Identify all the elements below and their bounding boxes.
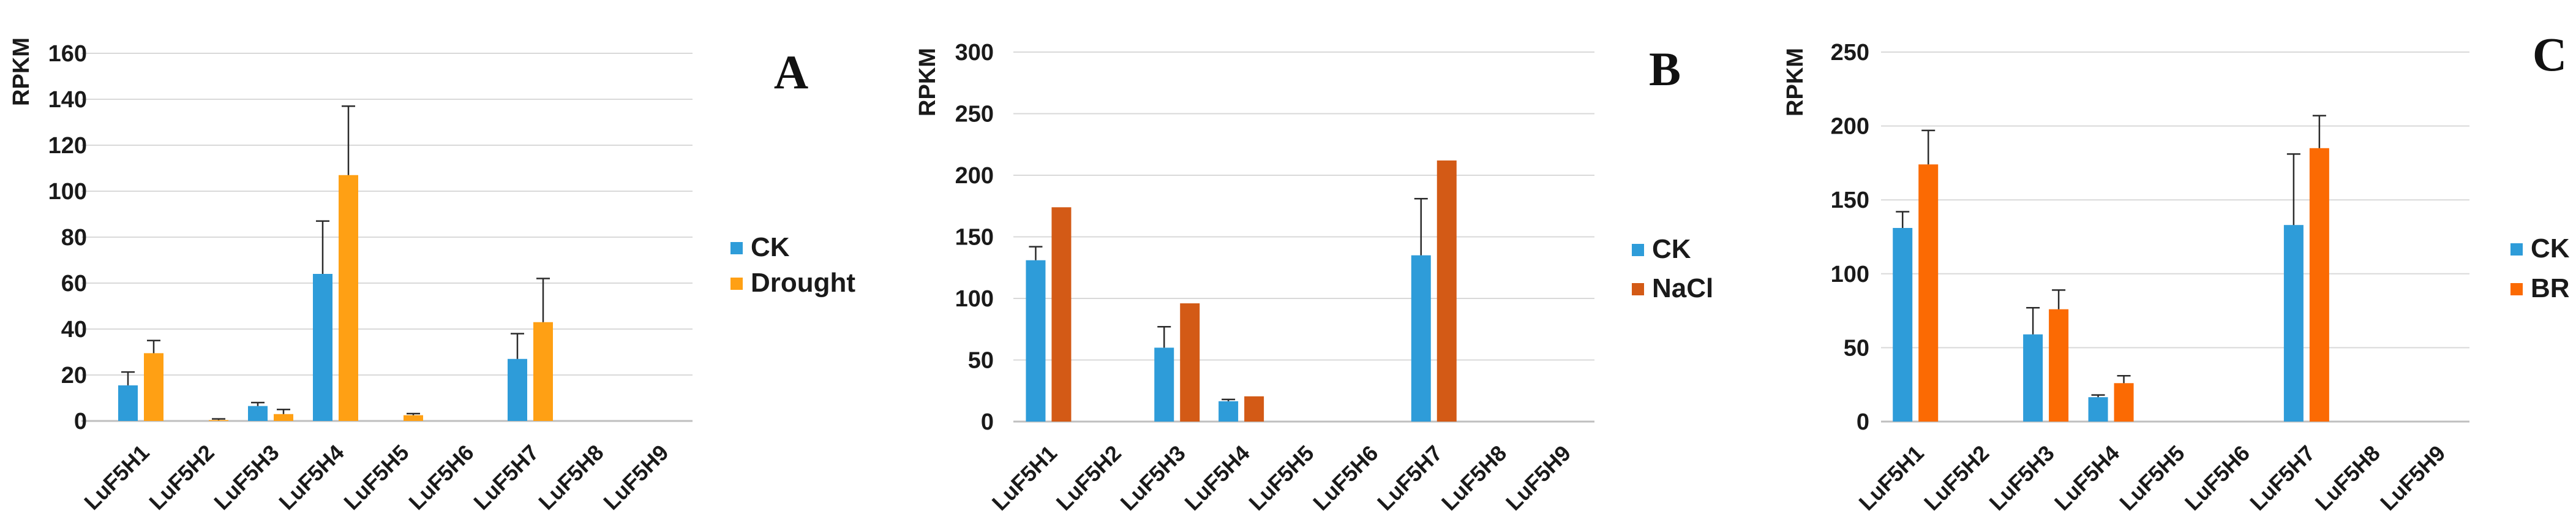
y-tick-label: 200 [955,163,994,189]
bar-ck-luf5h4 [1219,401,1239,422]
x-category-label: LuF5H6 [404,440,478,515]
y-tick-label: 150 [1831,188,1869,213]
bar-br-luf5h7 [2309,148,2329,422]
x-category-label: LuF5H2 [1051,441,1126,515]
x-category-label: LuF5H8 [1436,441,1511,515]
x-category-label: LuF5H9 [1501,441,1575,515]
bar-nacl-luf5h3 [1180,303,1200,422]
y-tick-label: 60 [61,271,87,297]
x-category-label: LuF5H5 [1244,441,1318,515]
legend-swatch-ck [2510,243,2523,256]
bar-br-luf5h4 [2114,383,2134,422]
legend-label-nacl: NaCl [1652,273,1713,303]
y-tick-label: 200 [1831,114,1869,140]
x-category-label: LuF5H9 [2375,441,2450,515]
bar-ck-luf5h3 [248,406,268,421]
legend-label-ck: CK [1652,234,1691,264]
x-category-label: LuF5H5 [2114,441,2189,515]
x-category-label: LuF5H7 [1372,441,1447,515]
bar-drought-luf5h7 [533,322,553,421]
y-tick-label: 120 [48,133,87,159]
bar-ck-luf5h4 [313,274,332,421]
x-category-label: LuF5H2 [144,440,219,515]
x-category-label: LuF5H3 [1116,441,1190,515]
y-tick-label: 0 [981,409,994,435]
legend-swatch-nacl [1632,283,1644,295]
y-tick-label: 50 [968,348,994,374]
legend-swatch-br [2510,283,2523,295]
x-category-label: LuF5H7 [2245,441,2319,515]
bar-drought-luf5h1 [144,353,163,421]
x-category-label: LuF5H2 [1919,441,1994,515]
x-category-label: LuF5H3 [209,440,284,515]
y-tick-label: 50 [1844,335,1869,361]
y-tick-label: 0 [74,409,87,434]
y-tick-label: 140 [48,87,87,113]
x-category-label: LuF5H1 [1854,441,1929,515]
x-category-label: LuF5H3 [1984,441,2059,515]
bar-br-luf5h1 [1918,164,1939,422]
x-category-label: LuF5H8 [2310,441,2385,515]
bar-drought-luf5h5 [404,415,423,421]
bar-nacl-luf5h7 [1436,160,1457,422]
y-tick-label: 160 [48,41,87,67]
legend-swatch-drought [730,278,743,290]
y-tick-label: 20 [61,363,87,388]
bar-ck-luf5h7 [508,358,527,421]
x-category-label: LuF5H5 [339,440,413,515]
y-tick-label: 150 [955,225,994,251]
bar-br-luf5h3 [2049,309,2069,422]
legend-label-ck: CK [2531,233,2570,263]
bar-ck-luf5h1 [1026,260,1046,422]
bar-ck-luf5h1 [118,385,138,421]
y-tick-label: 100 [48,179,87,205]
bar-ck-luf5h7 [1411,255,1431,422]
panel-label-a: A [774,45,808,99]
x-category-label: LuF5H4 [1179,441,1254,515]
panel-label-b: B [1649,42,1681,96]
x-category-label: LuF5H1 [79,440,154,515]
y-tick-label: 250 [955,102,994,127]
x-category-label: LuF5H9 [598,440,673,515]
legend-label-ck: CK [751,232,790,262]
y-tick-label: 0 [1857,409,1869,435]
x-category-label: LuF5H4 [2049,441,2124,515]
bar-nacl-luf5h4 [1244,396,1264,422]
x-category-label: LuF5H4 [274,440,348,515]
x-category-label: LuF5H1 [987,441,1062,515]
y-tick-label: 100 [1831,262,1869,287]
bar-ck-luf5h3 [1154,347,1174,422]
bar-nacl-luf5h1 [1051,207,1072,422]
y-tick-label: 100 [955,286,994,312]
x-category-label: LuF5H8 [533,440,608,515]
legend-swatch-ck [1632,244,1644,256]
y-axis-title: RPKM [915,48,941,116]
y-tick-label: 40 [61,317,87,343]
panel-label-c: C [2533,28,2567,81]
legend-label-br: BR [2531,273,2570,303]
bar-drought-luf5h3 [274,414,293,421]
bar-ck-luf5h1 [1893,228,1913,422]
bar-ck-luf5h3 [2023,334,2043,422]
y-tick-label: 80 [61,225,87,251]
x-category-label: LuF5H6 [1308,441,1383,515]
x-category-label: LuF5H7 [468,440,543,515]
bar-drought-luf5h2 [209,420,228,421]
y-tick-label: 250 [1831,40,1869,66]
y-axis-title: RPKM [1782,48,1808,116]
y-axis-title: RPKM [9,37,34,106]
legend-swatch-ck [730,242,743,254]
bar-drought-luf5h4 [339,175,358,421]
bar-ck-luf5h7 [2283,225,2304,422]
legend-label-drought: Drought [751,268,855,298]
x-category-label: LuF5H6 [2180,441,2255,515]
bar-ck-luf5h4 [2088,397,2108,422]
y-tick-label: 300 [955,40,994,66]
